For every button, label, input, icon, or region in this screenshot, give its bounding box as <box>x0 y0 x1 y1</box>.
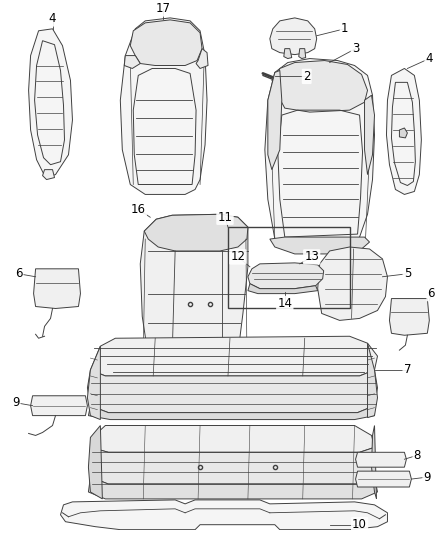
Polygon shape <box>90 336 378 376</box>
Polygon shape <box>270 237 370 254</box>
Text: 9: 9 <box>12 396 19 409</box>
Polygon shape <box>356 471 411 487</box>
Polygon shape <box>124 55 140 68</box>
Polygon shape <box>356 453 406 467</box>
Polygon shape <box>265 59 374 249</box>
Polygon shape <box>371 425 377 499</box>
Polygon shape <box>28 29 72 177</box>
Polygon shape <box>60 500 388 530</box>
Polygon shape <box>34 269 81 309</box>
Polygon shape <box>88 346 100 419</box>
Polygon shape <box>364 95 374 175</box>
Polygon shape <box>88 406 374 419</box>
Bar <box>228 227 350 309</box>
Polygon shape <box>90 425 374 453</box>
Text: 2: 2 <box>303 70 311 83</box>
Text: 11: 11 <box>218 211 233 224</box>
Polygon shape <box>144 214 248 251</box>
Text: 17: 17 <box>155 3 171 15</box>
Text: 6: 6 <box>427 287 435 300</box>
Text: 8: 8 <box>413 449 421 462</box>
Text: 6: 6 <box>15 267 22 280</box>
Polygon shape <box>88 477 378 499</box>
Text: 1: 1 <box>341 22 348 35</box>
Polygon shape <box>88 425 102 499</box>
Polygon shape <box>248 263 324 289</box>
Polygon shape <box>299 49 306 59</box>
Polygon shape <box>270 18 317 54</box>
Text: 10: 10 <box>352 518 367 531</box>
Text: 3: 3 <box>352 42 359 55</box>
Text: 12: 12 <box>230 251 245 263</box>
Text: 13: 13 <box>304 251 319 263</box>
Polygon shape <box>367 343 378 417</box>
Polygon shape <box>284 49 292 59</box>
Text: 4: 4 <box>49 12 56 26</box>
Polygon shape <box>318 247 388 320</box>
Text: 14: 14 <box>277 297 292 310</box>
Polygon shape <box>140 214 248 363</box>
Text: 4: 4 <box>426 52 433 65</box>
Text: 7: 7 <box>404 364 411 376</box>
Polygon shape <box>90 438 374 484</box>
Polygon shape <box>130 20 202 66</box>
Polygon shape <box>196 49 208 68</box>
Polygon shape <box>42 169 54 180</box>
Polygon shape <box>386 68 421 195</box>
Text: 5: 5 <box>404 267 411 280</box>
Polygon shape <box>248 284 318 294</box>
Polygon shape <box>268 70 282 169</box>
Polygon shape <box>389 298 429 335</box>
Text: 16: 16 <box>131 203 146 216</box>
Polygon shape <box>31 396 88 416</box>
Polygon shape <box>88 370 378 413</box>
Polygon shape <box>399 128 407 138</box>
Text: 9: 9 <box>424 471 431 483</box>
Polygon shape <box>120 18 207 195</box>
Polygon shape <box>275 61 367 112</box>
